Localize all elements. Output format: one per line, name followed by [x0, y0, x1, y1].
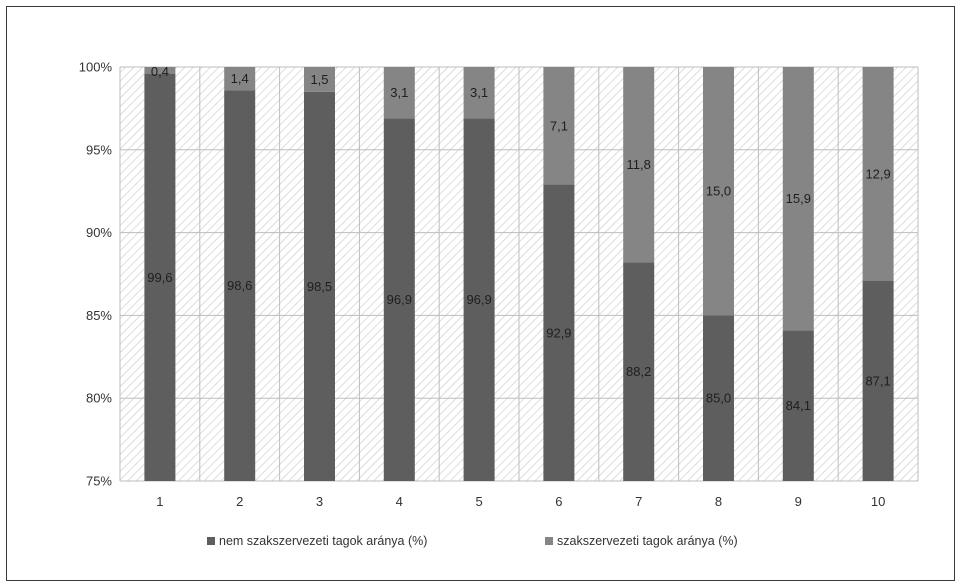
- data-label-nem-szakszervezeti: 98,5: [307, 279, 332, 294]
- data-labels: 99,6 0,4 98,6 1,4 98,5 1,5 96,9 3,1 96,9 3,1 92,9 7…: [147, 64, 891, 413]
- data-label-nem-szakszervezeti: 92,9: [546, 325, 571, 340]
- y-tick-label: 95%: [86, 142, 112, 157]
- data-label-nem-szakszervezeti: 84,1: [786, 398, 811, 413]
- x-axis: 1 2 3 4 5 6 7 8 9 10: [156, 494, 885, 509]
- bar-szakszervezeti: [862, 67, 894, 281]
- data-label-szakszervezeti: 7,1: [550, 118, 568, 133]
- data-label-nem-szakszervezeti: 99,6: [147, 270, 172, 285]
- bar-szakszervezeti: [383, 67, 415, 119]
- x-tick-label: 9: [795, 494, 802, 509]
- data-label-szakszervezeti: 0,4: [151, 64, 169, 79]
- data-label-szakszervezeti: 12,9: [865, 166, 890, 181]
- data-label-nem-szakszervezeti: 85,0: [706, 391, 731, 406]
- legend-swatch: [545, 537, 553, 545]
- bar-nem-szakszervezeti: [862, 280, 894, 481]
- bar-szakszervezeti: [623, 67, 655, 263]
- data-label-nem-szakszervezeti: 98,6: [227, 278, 252, 293]
- y-tick-label: 85%: [86, 308, 112, 323]
- bar-szakszervezeti: [782, 67, 814, 331]
- x-tick-label: 7: [635, 494, 642, 509]
- data-label-szakszervezeti: 1,4: [231, 71, 249, 86]
- data-label-nem-szakszervezeti: 96,9: [466, 292, 491, 307]
- y-tick-label: 100%: [79, 60, 113, 75]
- data-label-szakszervezeti: 15,9: [786, 191, 811, 206]
- data-label-szakszervezeti: 15,0: [706, 184, 731, 199]
- x-tick-label: 4: [396, 494, 403, 509]
- y-tick-label: 75%: [86, 474, 112, 489]
- data-label-szakszervezeti: 1,5: [310, 72, 328, 87]
- y-tick-label: 90%: [86, 225, 112, 240]
- x-tick-label: 10: [871, 494, 885, 509]
- bar-szakszervezeti: [463, 67, 495, 119]
- bar-nem-szakszervezeti: [623, 262, 655, 481]
- data-label-szakszervezeti: 3,1: [390, 85, 408, 100]
- bar-szakszervezeti: [543, 67, 575, 185]
- x-tick-label: 2: [236, 494, 243, 509]
- stacked-bar-chart: 75%80%85%90%95%100% 1 2 3 4 5 6 7 8 9 10 99,60,49…: [79, 60, 919, 548]
- legend-item-nem-szakszervezeti: nem szakszervezeti tagok aránya (%): [207, 534, 427, 548]
- data-label-nem-szakszervezeti: 96,9: [387, 292, 412, 307]
- x-tick-label: 5: [475, 494, 482, 509]
- data-label-nem-szakszervezeti: 88,2: [626, 364, 651, 379]
- bar-nem-szakszervezeti: [383, 118, 415, 481]
- y-axis: 75% 80% 85% 90% 95% 100%: [79, 60, 113, 489]
- legend-swatch: [207, 537, 215, 545]
- chart-frame: 75% 80% 85% 90% 95% 100% 1 2 3 4 5 6 7 8 9 10 99,6 0,4 9…: [6, 6, 955, 581]
- legend: nem szakszervezeti tagok aránya (%) szaks…: [207, 534, 738, 548]
- data-label-nem-szakszervezeti: 87,1: [865, 373, 890, 388]
- legend-label: szakszervezeti tagok aránya (%): [557, 534, 738, 548]
- bar-szakszervezeti: [703, 67, 734, 316]
- bar-szakszervezeti: [144, 67, 176, 74]
- legend-label: nem szakszervezeti tagok aránya (%): [219, 534, 427, 548]
- bar-nem-szakszervezeti: [782, 330, 814, 481]
- x-tick-label: 3: [316, 494, 323, 509]
- y-tick-label: 80%: [86, 391, 112, 406]
- bar-nem-szakszervezeti: [304, 91, 335, 481]
- bar-nem-szakszervezeti: [543, 184, 575, 482]
- data-label-szakszervezeti: 11,8: [627, 157, 651, 172]
- x-tick-label: 1: [156, 494, 163, 509]
- bar-szakszervezeti: [224, 67, 256, 91]
- legend-item-szakszervezeti: szakszervezeti tagok aránya (%): [545, 534, 738, 548]
- bar-szakszervezeti: [304, 67, 335, 92]
- bar-nem-szakszervezeti: [144, 73, 176, 482]
- x-tick-label: 6: [555, 494, 562, 509]
- bar-nem-szakszervezeti: [703, 315, 734, 481]
- bar-nem-szakszervezeti: [224, 90, 256, 482]
- bar-nem-szakszervezeti: [463, 118, 495, 481]
- x-tick-label: 8: [715, 494, 722, 509]
- data-label-szakszervezeti: 3,1: [470, 85, 488, 100]
- bars: [144, 67, 894, 482]
